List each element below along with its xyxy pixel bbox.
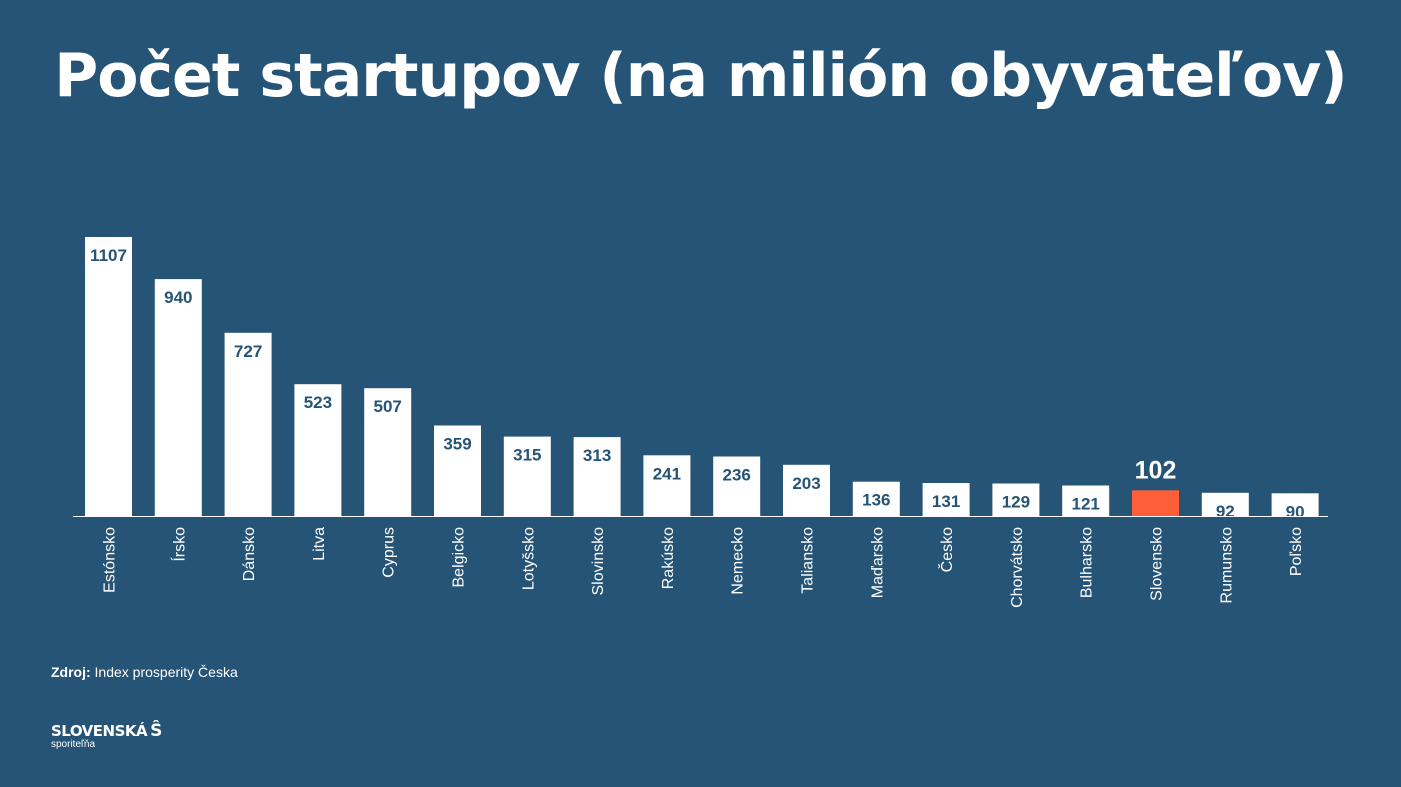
bar-11 <box>783 464 830 516</box>
category-label-10: Nemecko <box>730 527 747 595</box>
category-label-18: Poľsko <box>1288 527 1305 576</box>
source-label: Zdroj: <box>51 664 91 680</box>
s-mark-icon: Ŝ <box>150 721 162 741</box>
brand-logo: SLOVENSKÁ Ŝ sporiteľňa <box>51 721 181 757</box>
category-label-8: Slovinsko <box>590 527 607 596</box>
category-label-3: Dánsko <box>241 527 258 581</box>
category-label-5: Cyprus <box>381 527 398 578</box>
category-label-1: Estónsko <box>102 527 119 593</box>
bar-13 <box>922 483 970 516</box>
category-label-16: Slovensko <box>1149 527 1166 601</box>
bar-1 <box>85 237 132 516</box>
category-label-4: Litva <box>311 527 328 561</box>
value-label-3: 727 <box>234 342 262 361</box>
category-label-7: Lotyšsko <box>520 527 537 590</box>
category-label-17: Rumunsko <box>1218 527 1235 604</box>
value-label-9: 241 <box>653 464 681 483</box>
bar-4 <box>294 384 342 516</box>
value-label-7: 315 <box>513 446 541 465</box>
category-label-15: Bulharsko <box>1079 527 1096 598</box>
chart-title: Počet startupov (na milión obyvateľov) <box>54 41 1347 111</box>
value-label-13: 131 <box>932 492 960 511</box>
value-label-1: 1107 <box>90 246 127 265</box>
value-label-4: 523 <box>304 393 332 412</box>
category-label-13: Česko <box>937 527 956 572</box>
source-text: Index prosperity Česka <box>94 664 238 680</box>
value-label-8: 313 <box>583 446 611 465</box>
value-label-11: 203 <box>792 474 820 493</box>
bar-15 <box>1062 485 1110 516</box>
category-label-11: Taliansko <box>800 527 817 594</box>
category-label-6: Belgicko <box>451 527 468 588</box>
bar-14 <box>992 483 1040 516</box>
bar-10 <box>713 456 761 516</box>
bar-8 <box>573 437 621 516</box>
value-label-2: 940 <box>164 288 192 307</box>
value-label-16: 102 <box>1135 456 1177 484</box>
bar-6 <box>434 425 481 516</box>
bar-7 <box>503 436 551 516</box>
source-note: Zdroj: Index prosperity Česka <box>51 662 238 682</box>
bar-17 <box>1201 492 1249 516</box>
bar-9 <box>643 455 691 516</box>
bar-3 <box>224 332 272 516</box>
value-label-10: 236 <box>723 466 751 485</box>
category-label-14: Chorvátsko <box>1009 527 1026 608</box>
value-label-14: 129 <box>1002 493 1030 512</box>
value-label-17: 92 <box>1216 502 1235 521</box>
logo-subtitle: sporiteľňa <box>51 739 96 750</box>
category-label-12: Maďarsko <box>869 527 886 598</box>
value-label-15: 121 <box>1072 495 1100 514</box>
value-label-6: 359 <box>443 435 471 454</box>
bar-16 <box>1132 490 1179 516</box>
bar-18 <box>1271 493 1319 516</box>
logo-name: SLOVENSKÁ <box>51 722 148 740</box>
value-label-5: 507 <box>374 397 402 416</box>
bar-12 <box>852 481 900 516</box>
category-label-9: Rakúsko <box>660 527 677 589</box>
bar-5 <box>364 388 412 516</box>
category-label-2: Írsko <box>169 527 188 562</box>
value-label-12: 136 <box>862 491 890 510</box>
bar-2 <box>154 279 202 516</box>
value-label-18: 90 <box>1286 502 1305 521</box>
